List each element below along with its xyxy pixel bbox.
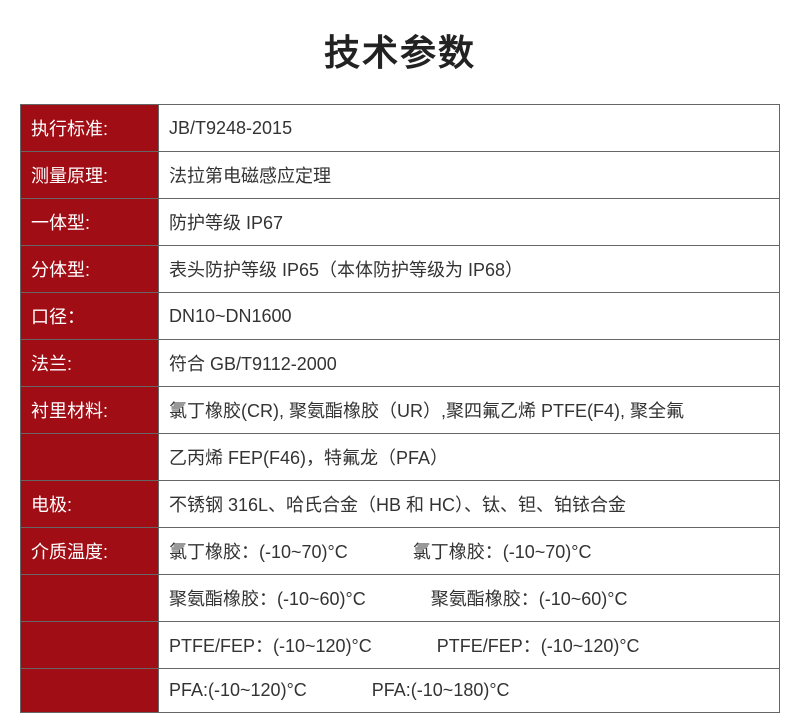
table-row: PTFE/FEP：(-10~120)°C PTFE/FEP：(-10~120)°… xyxy=(21,622,780,669)
value-col-b: PTFE/FEP：(-10~120)°C xyxy=(437,632,640,658)
row-label: 电极: xyxy=(21,481,159,528)
row-label xyxy=(21,434,159,481)
row-value: 符合 GB/T9112-2000 xyxy=(159,340,780,387)
value-col-a: 氯丁橡胶：(-10~70)°C xyxy=(169,538,348,564)
row-value: 表头防护等级 IP65（本体防护等级为 IP68） xyxy=(159,246,780,293)
row-label: 分体型: xyxy=(21,246,159,293)
table-row: 执行标准: JB/T9248-2015 xyxy=(21,105,780,152)
row-value: DN10~DN1600 xyxy=(159,293,780,340)
row-value: PTFE/FEP：(-10~120)°C PTFE/FEP：(-10~120)°… xyxy=(159,622,780,669)
page-title: 技术参数 xyxy=(0,0,800,104)
table-row: 电极: 不锈钢 316L、哈氏合金（HB 和 HC）、钛、钽、铂铱合金 xyxy=(21,481,780,528)
value-col-a: PFA:(-10~120)°C xyxy=(169,680,307,701)
row-label xyxy=(21,575,159,622)
table-row: 口径： DN10~DN1600 xyxy=(21,293,780,340)
row-value: 防护等级 IP67 xyxy=(159,199,780,246)
row-label xyxy=(21,622,159,669)
table-row: 一体型: 防护等级 IP67 xyxy=(21,199,780,246)
table-row: 法兰: 符合 GB/T9112-2000 xyxy=(21,340,780,387)
table-row: 介质温度: 氯丁橡胶：(-10~70)°C 氯丁橡胶：(-10~70)°C xyxy=(21,528,780,575)
row-label: 一体型: xyxy=(21,199,159,246)
row-label xyxy=(21,669,159,713)
spec-table: 执行标准: JB/T9248-2015 测量原理: 法拉第电磁感应定理 一体型:… xyxy=(20,104,780,713)
table-row: 乙丙烯 FEP(F46)，特氟龙（PFA） xyxy=(21,434,780,481)
row-value: 氯丁橡胶：(-10~70)°C 氯丁橡胶：(-10~70)°C xyxy=(159,528,780,575)
row-value: 氯丁橡胶(CR), 聚氨酯橡胶（UR）,聚四氟乙烯 PTFE(F4), 聚全氟 xyxy=(159,387,780,434)
row-value: 法拉第电磁感应定理 xyxy=(159,152,780,199)
row-value: 乙丙烯 FEP(F46)，特氟龙（PFA） xyxy=(159,434,780,481)
row-value: 聚氨酯橡胶：(-10~60)°C 聚氨酯橡胶：(-10~60)°C xyxy=(159,575,780,622)
value-col-b: PFA:(-10~180)°C xyxy=(372,680,510,701)
row-value: JB/T9248-2015 xyxy=(159,105,780,152)
value-col-a: PTFE/FEP：(-10~120)°C xyxy=(169,632,372,658)
table-row: 聚氨酯橡胶：(-10~60)°C 聚氨酯橡胶：(-10~60)°C xyxy=(21,575,780,622)
row-label: 介质温度: xyxy=(21,528,159,575)
row-label: 法兰: xyxy=(21,340,159,387)
row-value: 不锈钢 316L、哈氏合金（HB 和 HC）、钛、钽、铂铱合金 xyxy=(159,481,780,528)
row-value: PFA:(-10~120)°C PFA:(-10~180)°C xyxy=(159,669,780,713)
table-row: 测量原理: 法拉第电磁感应定理 xyxy=(21,152,780,199)
row-label: 口径： xyxy=(21,293,159,340)
row-label: 执行标准: xyxy=(21,105,159,152)
table-row: 衬里材料: 氯丁橡胶(CR), 聚氨酯橡胶（UR）,聚四氟乙烯 PTFE(F4)… xyxy=(21,387,780,434)
row-label: 衬里材料: xyxy=(21,387,159,434)
table-row: PFA:(-10~120)°C PFA:(-10~180)°C xyxy=(21,669,780,713)
value-col-a: 聚氨酯橡胶：(-10~60)°C xyxy=(169,585,366,611)
value-col-b: 氯丁橡胶：(-10~70)°C xyxy=(413,538,592,564)
table-row: 分体型: 表头防护等级 IP65（本体防护等级为 IP68） xyxy=(21,246,780,293)
value-col-b: 聚氨酯橡胶：(-10~60)°C xyxy=(431,585,628,611)
row-label: 测量原理: xyxy=(21,152,159,199)
